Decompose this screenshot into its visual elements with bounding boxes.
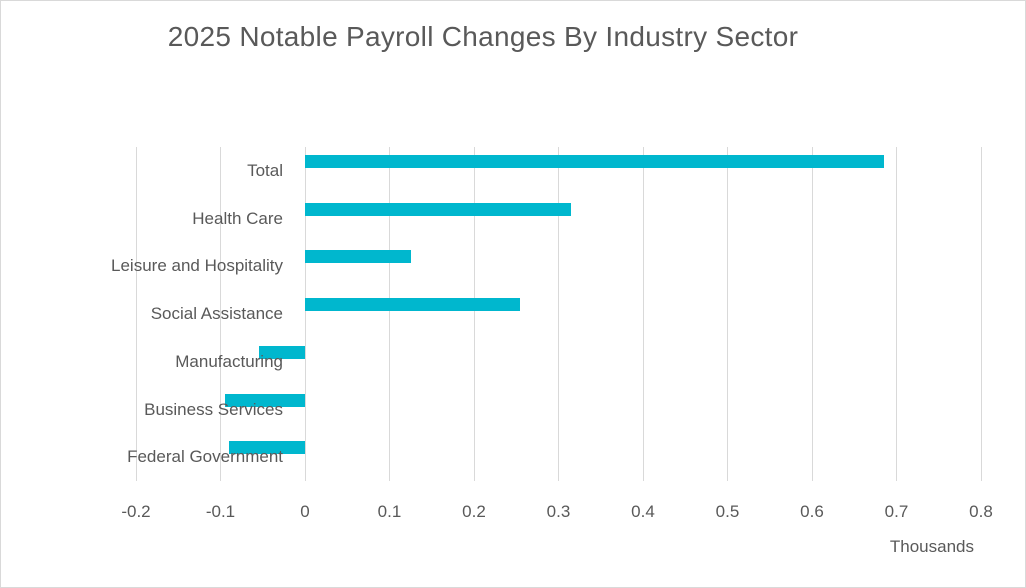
gridline bbox=[642, 147, 644, 481]
x-tick-label: 0.1 bbox=[377, 502, 402, 521]
x-axis-unit-label: Thousands bbox=[889, 537, 974, 556]
bar bbox=[228, 441, 305, 455]
gridline bbox=[135, 147, 137, 481]
x-tick-label: 0.8 bbox=[969, 502, 993, 521]
category-label: Manufacturing bbox=[175, 351, 283, 371]
chart-title: 2025 Notable Payroll Changes By Industry… bbox=[167, 21, 799, 52]
x-tick-label: 0.4 bbox=[631, 502, 655, 521]
category-label: Federal Government bbox=[127, 447, 283, 467]
plot-area bbox=[135, 147, 982, 481]
x-tick-label: 0.7 bbox=[884, 502, 909, 521]
bar bbox=[305, 155, 884, 168]
bar bbox=[258, 345, 305, 359]
gridline bbox=[473, 147, 475, 481]
gridline bbox=[727, 147, 728, 481]
gridline bbox=[304, 147, 306, 481]
bar bbox=[224, 393, 305, 407]
x-tick-label: -0.1 bbox=[205, 502, 236, 521]
bar bbox=[305, 250, 411, 264]
category-label: Leisure and Hospitality bbox=[111, 256, 283, 276]
category-label: Total bbox=[247, 161, 283, 180]
x-tick-label: 0.3 bbox=[546, 502, 571, 521]
gridline bbox=[220, 147, 221, 481]
category-label: Business Services bbox=[144, 399, 283, 419]
x-tick-label: 0.6 bbox=[800, 502, 824, 521]
x-tick-label: -0.2 bbox=[121, 502, 151, 521]
bar bbox=[305, 298, 521, 312]
gridline bbox=[811, 147, 813, 481]
category-label: Health Care bbox=[192, 208, 283, 228]
category-label: Social Assistance bbox=[150, 304, 283, 324]
gridline bbox=[896, 147, 897, 481]
x-tick-label: 0.2 bbox=[462, 502, 486, 521]
gridline bbox=[980, 147, 982, 481]
x-tick-label: 0.5 bbox=[715, 502, 740, 521]
x-tick-label: 0 bbox=[300, 502, 310, 521]
gridline bbox=[389, 147, 390, 481]
bar bbox=[305, 202, 572, 216]
gridline bbox=[558, 147, 559, 481]
